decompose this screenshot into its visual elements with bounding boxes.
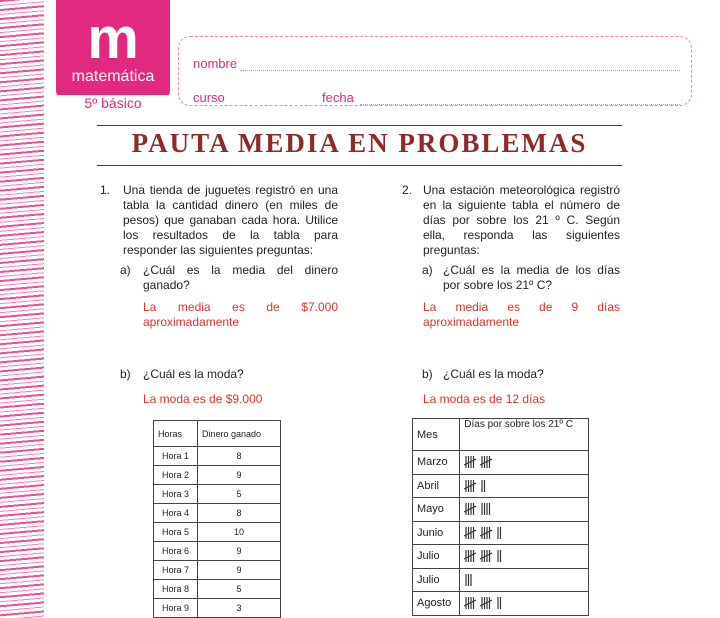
row-label: Julio [411,544,461,569]
logo-subject: matemática [71,68,155,85]
tally [464,503,491,516]
tally [464,550,502,563]
answer: La media es de 9 días aproximadamente [423,300,620,329]
field-line [240,70,680,71]
tally [464,526,502,539]
rule [97,165,622,166]
table-row: Mayo [411,497,589,522]
row-label: Agosto [411,591,461,616]
row-value: 3 [196,598,282,618]
title: PAUTA MEDIA EN PROBLEMAS [131,128,588,158]
logo-letter: m [87,6,139,71]
table-row: Julio [411,544,589,569]
row-label: Hora 4 [153,503,198,523]
row-value: 9 [196,465,282,485]
problem-statement: Una estación meteorológica registró en l… [423,183,620,257]
data-table: Mes Días por sobre los 21º C Marzo Abril May… [411,418,589,616]
row-label: Hora 9 [153,598,198,618]
row-label: Hora 8 [153,579,198,599]
question-text: ¿Cuál es la media del dinero ganado? [143,263,338,292]
problem-number: 1. [100,183,111,197]
question-label: a) [422,263,433,277]
row-value: 8 [196,503,282,523]
table-header-row: Mes Días por sobre los 21º C [411,418,589,451]
table-row: Abril [411,473,589,498]
tally-cell [459,473,589,498]
question-text: ¿Cuál es la moda? [143,367,244,381]
tally [464,456,493,469]
row-label: Mayo [411,497,461,522]
tally-cell [459,497,589,522]
table-row: Hora 5 10 [153,522,282,542]
field-line [360,104,680,105]
row-label: Marzo [411,450,461,475]
logo: m matemática [56,0,170,104]
tally [464,479,486,492]
table-header-row: Horas Dinero ganado [153,420,282,447]
question-label: b) [422,367,433,381]
row-label: Hora 1 [153,446,198,466]
row-label: Abril [411,473,461,498]
row-value: 9 [196,541,282,561]
rule [97,125,622,126]
table-header: Días por sobre los 21º C [459,418,589,451]
row-value: 8 [196,446,282,466]
row-label: Julio [411,567,461,592]
tally-cell [459,544,589,569]
row-label: Junio [411,520,461,545]
row-label: Hora 7 [153,560,198,580]
row-value: 5 [196,484,282,504]
table-header: Horas [153,420,198,447]
tally [464,597,502,610]
table-header: Dinero ganado [196,420,282,447]
tally-cell [459,450,589,475]
tally-cell [459,591,589,616]
problem-statement: Una tienda de juguetes registró en una t… [123,183,338,257]
side-border [0,0,44,618]
table-row: Junio [411,520,589,545]
field-label: curso [193,90,225,105]
answer: La media es de $7.000 aproximadamente [143,300,338,329]
row-value: 9 [196,560,282,580]
row-label: Hora 3 [153,484,198,504]
field-label: fecha [322,90,354,105]
question-text: ¿Cuál es la moda? [443,367,544,381]
fields-box [178,36,692,106]
table-row: Julio [411,567,589,592]
field-label: nombre [193,56,238,71]
question-label: b) [120,367,131,381]
table-row: Marzo [411,450,589,475]
table-row: Agosto [411,591,589,616]
tally-cell [459,567,589,592]
question-label: a) [120,263,131,277]
row-value: 5 [196,579,282,599]
problem-number: 2. [402,183,413,197]
row-value: 10 [196,522,282,542]
tally-cell [459,520,589,545]
tally [465,573,472,586]
answer: La moda es de $9.000 [143,392,263,406]
row-label: Hora 6 [153,541,198,561]
row-label: Hora 5 [153,522,198,542]
question-text: ¿Cuál es la media de los días por sobre … [443,263,620,292]
row-label: Hora 2 [153,465,198,485]
grade: 5º básico [56,95,170,111]
table-header: Mes [411,418,461,451]
answer: La moda es de 12 días [423,392,546,406]
